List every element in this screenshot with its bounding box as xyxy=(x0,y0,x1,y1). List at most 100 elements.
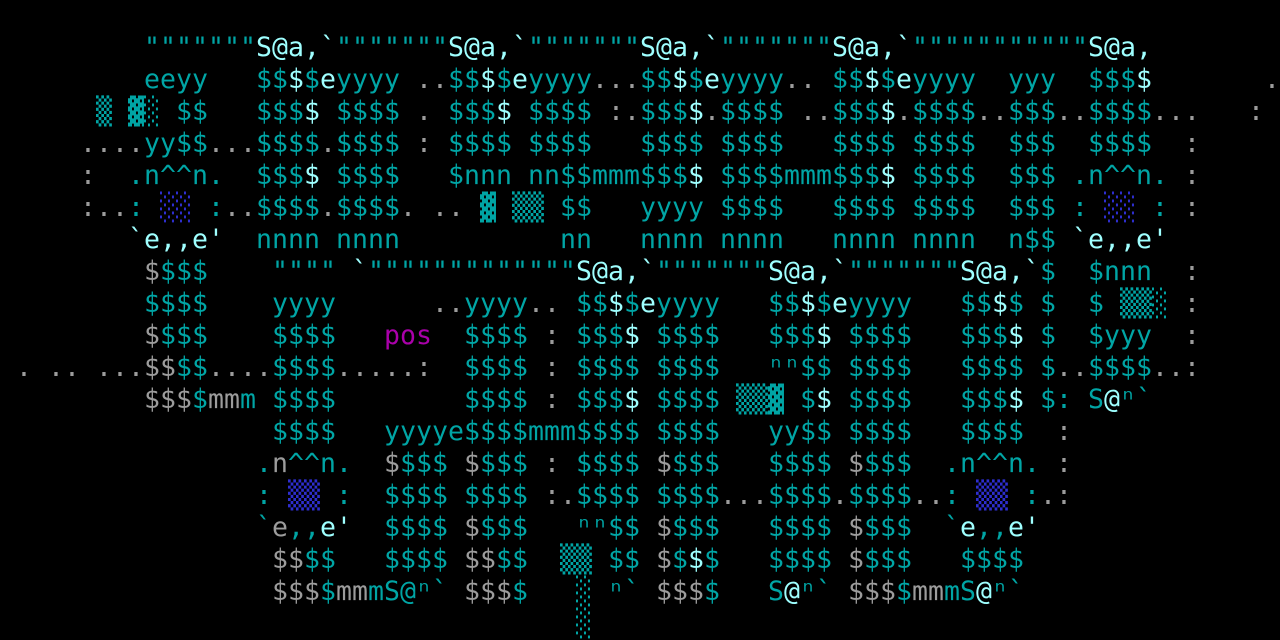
glyph-run: . xyxy=(320,128,336,159)
glyph-run: $ xyxy=(864,64,880,95)
glyph-run: e xyxy=(704,64,720,95)
glyph-run: : xyxy=(1184,288,1200,319)
glyph-run: : xyxy=(208,192,224,223)
glyph-run: ` xyxy=(816,576,832,607)
glyph-run: ▒▒ xyxy=(736,384,768,415)
glyph-run: yyyy xyxy=(720,64,784,95)
glyph-run: S@a, xyxy=(576,256,640,287)
glyph-run: ` xyxy=(1024,256,1040,287)
glyph-run: ` xyxy=(432,576,448,607)
glyph-run: $$ xyxy=(144,352,176,383)
glyph-run: : xyxy=(1152,192,1168,223)
glyph-run: .. xyxy=(1056,352,1088,383)
glyph-run: $ xyxy=(1008,384,1024,415)
glyph-run: $$$ xyxy=(160,320,208,351)
glyph-run: $$$$ xyxy=(960,416,1024,447)
glyph-run: $ xyxy=(704,544,720,575)
glyph-run: $$$ xyxy=(480,448,528,479)
glyph-run: : xyxy=(1056,480,1072,511)
glyph-run: $ xyxy=(816,288,832,319)
glyph-run: n^^n xyxy=(144,160,208,191)
glyph-run: $$$ xyxy=(480,512,528,543)
glyph-run: $ xyxy=(624,288,640,319)
glyph-run: ⁿ xyxy=(800,576,816,607)
glyph-run: $$$ xyxy=(256,96,304,127)
glyph-run: """"""" xyxy=(848,256,960,287)
glyph-run: : xyxy=(1184,320,1200,351)
glyph-run: . xyxy=(896,96,912,127)
glyph-run: e xyxy=(1008,512,1024,543)
glyph-run: $ xyxy=(848,512,864,543)
glyph-run: $$$ xyxy=(576,384,624,415)
glyph-run: $$$$ xyxy=(656,384,720,415)
glyph-run: $$$$ xyxy=(912,96,976,127)
glyph-run: $$$$ xyxy=(336,128,400,159)
glyph-run: : xyxy=(544,384,560,415)
glyph-run: mmm xyxy=(592,160,640,191)
glyph-run: yyyy xyxy=(528,64,592,95)
glyph-run: @ xyxy=(1104,384,1120,415)
glyph-run: : xyxy=(1184,128,1200,159)
glyph-run: .. xyxy=(224,192,256,223)
glyph-run: n xyxy=(320,448,336,479)
glyph-run: nnnn xyxy=(720,224,784,255)
glyph-run: .... xyxy=(80,128,144,159)
glyph-run: e xyxy=(272,512,288,543)
glyph-run: ' xyxy=(336,512,352,543)
glyph-run: $$$$ xyxy=(848,416,912,447)
glyph-run: $$$$ xyxy=(576,352,640,383)
glyph-run: $ xyxy=(992,288,1008,319)
glyph-run: nnnn xyxy=(256,224,320,255)
glyph-run: ` xyxy=(832,256,848,287)
glyph-run: $ xyxy=(688,160,704,191)
glyph-run: .. xyxy=(800,96,832,127)
glyph-run: $ xyxy=(304,96,320,127)
glyph-run: $$$$ xyxy=(576,480,640,511)
glyph-run: $$$$ xyxy=(656,480,720,511)
glyph-run: $$ xyxy=(800,416,832,447)
glyph-run: ▓ xyxy=(480,192,496,223)
glyph-run: """"""" xyxy=(528,32,640,63)
glyph-run: S xyxy=(768,576,784,607)
glyph-run: yyyy xyxy=(640,192,704,223)
glyph-run: $$$$ xyxy=(464,352,528,383)
glyph-run: . xyxy=(320,192,336,223)
glyph-run: . xyxy=(1040,480,1056,511)
glyph-run: $ xyxy=(656,448,672,479)
glyph-run: $$$$ xyxy=(656,352,720,383)
glyph-run: ▒▒ xyxy=(288,480,320,511)
glyph-run: . xyxy=(400,192,416,223)
glyph-run: $$$$ xyxy=(576,416,640,447)
glyph-run: yyyy xyxy=(272,288,336,319)
glyph-run: $ xyxy=(192,384,208,415)
glyph-run: $$ xyxy=(608,512,640,543)
glyph-run: $$$$ xyxy=(912,128,976,159)
glyph-run: S@a, xyxy=(960,256,1024,287)
glyph-run: $$$ xyxy=(272,576,320,607)
glyph-run: : xyxy=(416,352,432,383)
glyph-run: mmm xyxy=(784,160,832,191)
glyph-run: ... xyxy=(1152,96,1200,127)
glyph-run: ... xyxy=(96,352,144,383)
glyph-run: ░ xyxy=(576,608,592,639)
glyph-run: ░░ xyxy=(1104,192,1136,223)
glyph-run: .. xyxy=(96,192,128,223)
glyph-run: """"""" xyxy=(144,32,256,63)
glyph-run: $$$$ xyxy=(384,544,448,575)
glyph-run: $$ xyxy=(256,64,288,95)
glyph-run: .. xyxy=(976,96,1008,127)
glyph-run: . xyxy=(16,352,32,383)
glyph-run: ' xyxy=(1152,224,1168,255)
glyph-run: e xyxy=(512,64,528,95)
glyph-run: $$$$ xyxy=(336,192,400,223)
glyph-run: : xyxy=(1056,384,1072,415)
glyph-run: m xyxy=(240,384,256,415)
glyph-run: $$$ xyxy=(160,256,208,287)
glyph-run: : xyxy=(1248,96,1264,127)
glyph-run: yyyy xyxy=(912,64,976,95)
glyph-run: : xyxy=(1184,192,1200,223)
glyph-run: $$$$ xyxy=(336,160,400,191)
glyph-run: e xyxy=(832,288,848,319)
glyph-run: $ xyxy=(480,64,496,95)
